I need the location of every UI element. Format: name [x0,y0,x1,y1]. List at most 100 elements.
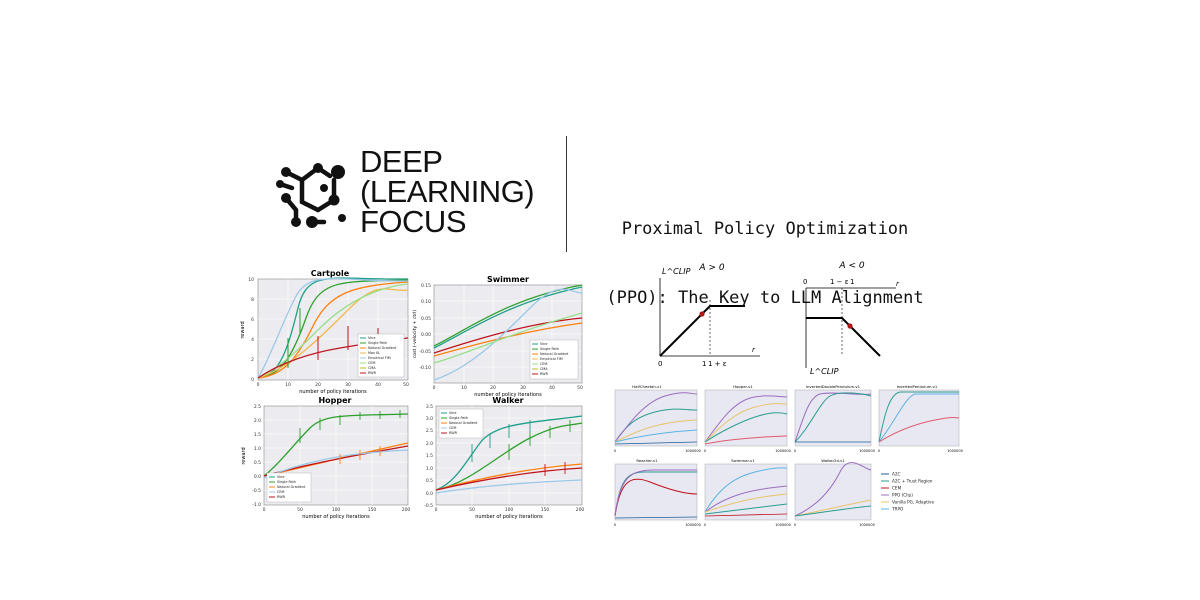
mujoco-panel-title: Reacher-v1 [636,458,658,463]
mujoco-panel-walker2d: Walker2d-v1 0 1000000 [794,458,875,527]
hopper-xtick: 200 [402,507,411,513]
article-title: Proximal Policy Optimization (PPO): The … [585,172,945,333]
walker-ytick: 2.5 [426,428,433,434]
article-title-line-2: (PPO): The Key to LLM Alignment [606,288,924,308]
clip-left-tick: 1 [702,360,706,368]
swimmer-ytick: 0.15 [421,283,431,289]
hopper-ytick: 0.0 [254,474,261,480]
mujoco-legend: A2C A2C + Trust Region CEM PPO (Clip) Va… [881,472,935,512]
walker-ytick: 3.5 [426,404,433,410]
mujoco-xtick: 0 [614,449,616,453]
mujoco-xtick: 0 [704,449,706,453]
clip-left-point [699,311,705,317]
hopper-xtick: 150 [368,507,377,513]
cartpole-ytick: 2 [251,357,254,363]
legend-entry: RWR [277,495,286,499]
swimmer-ytick: 0.00 [421,332,431,338]
swimmer-xlabel: number of policy iterations [474,392,542,398]
swimmer-ytick: -0.10 [419,365,431,371]
legend-entry: PPO (Clip) [892,493,913,498]
hopper-ytick: 1.5 [254,432,261,438]
hopper-plot: Hopper 0 50 100 150 200 2.5 2.0 1.5 1.0 [241,396,410,520]
clip-left-ylabel: L^CLIP [662,267,691,276]
brand-line-1: DEEP [360,144,443,179]
legend-entry: Single Path [540,347,559,351]
walker-xtick: 50 [469,507,475,513]
mujoco-panel-title: InvertedPendulum-v1 [897,384,938,389]
legend-entry: Empirical FIM [368,356,391,360]
cartpole-xtick: 30 [345,382,351,388]
mujoco-panel-invertedpendulum: InvertedPendulum-v1 0 1000000 [878,384,963,453]
brand-wordmark: DEEP (LEARNING) FOCUS [360,144,535,237]
swimmer-xtick: 30 [520,385,526,391]
hopper-ytick: 2.5 [254,404,261,410]
hopper-title: Hopper [318,396,351,405]
legend-entry: Vanilla PG, Adaptive [892,500,935,505]
hopper-ytick: -0.5 [252,488,261,494]
walker-ytick: 0.0 [426,491,433,497]
hopper-legend: Vine Single Path Natural Gradient CEM RW… [266,472,312,503]
walker-xtick: 100 [505,507,514,513]
clip-left-tick: 1 + ε [708,360,727,368]
walker-xlabel: number of policy iterations [475,514,543,520]
legend-entry: RWR [449,431,458,435]
deep-learning-focus-logo-icon [276,163,346,228]
cartpole-xtick: 20 [315,382,321,388]
clip-right-ylabel: L^CLIP [810,367,839,376]
legend-entry: RWR [368,371,377,375]
legend-entry: Natural Gradient [449,421,478,425]
cartpole-ytick: 6 [251,317,254,323]
mujoco-xtick: 1000000 [775,449,791,453]
legend-entry: Vine [540,342,547,346]
clip-right-condition: A < 0 [838,261,864,271]
legend-entry: Natural Gradient [540,352,569,356]
legend-entry: Natural Gradient [277,485,306,489]
cartpole-plot: Cartpole 0 10 20 30 40 50 0 2 4 6 [240,269,409,395]
clip-left-condition: A > 0 [698,263,724,273]
cartpole-xlabel: number of policy iterations [299,389,367,395]
hopper-ytick: 0.5 [254,460,261,466]
cartpole-ytick: 10 [248,277,254,283]
clip-left-xlabel: r [752,346,756,354]
legend-entry: A2C + Trust Region [892,479,933,484]
cartpole-xtick: 40 [375,382,381,388]
hopper-ytick: 2.0 [254,418,261,424]
mujoco-xtick: 0 [704,523,706,527]
legend-entry: CEM [540,362,548,366]
swimmer-title: Swimmer [487,275,529,284]
clip-right-curve [806,317,881,357]
swimmer-xtick: 10 [461,385,467,391]
mujoco-panel-title: InvertedDoublePendulum-v1 [806,384,861,389]
swimmer-ytick: -0.05 [419,349,431,355]
legend-entry: TRPO [891,507,904,512]
legend-entry: Vine [368,336,375,340]
swimmer-ylabel: cost (-velocity + ctrl) [412,310,418,359]
mujoco-panel-swimmer: Swimmer-v1 0 1000000 [704,458,791,527]
header-divider [566,136,567,252]
mujoco-xtick: 0 [794,523,796,527]
mujoco-xtick: 0 [614,523,616,527]
mujoco-panel-title: Swimmer-v1 [731,458,755,463]
mujoco-panel-title: HalfCheetah-v1 [632,384,662,389]
legend-entry: A2C [892,472,901,477]
clip-left-tick: 0 [658,360,662,368]
hopper-xtick: 0 [263,507,266,513]
cartpole-title: Cartpole [311,269,350,278]
walker-xtick: 150 [541,507,550,513]
cartpole-ylabel: reward [240,321,246,338]
clip-right-tick: 1 [850,278,854,286]
mujoco-panel-inverteddoublependulum: InvertedDoublePendulum-v1 0 1000000 [794,384,875,453]
mujoco-xtick: 1000000 [775,523,791,527]
article-title-line-1: Proximal Policy Optimization [621,219,909,239]
walker-ytick: 0.5 [426,478,433,484]
clip-objective-figure: A > 0 L^CLIP 0 1 1 + ε r A < 0 0 1 − ε 1… [658,261,900,376]
hopper-xtick: 50 [297,507,303,513]
mujoco-panel-halfcheetah: HalfCheetah-v1 0 1000000 [614,384,701,453]
cartpole-ytick: 4 [251,337,254,343]
walker-ytick: 1.0 [426,466,433,472]
mujoco-panel-title: Walker2d-v1 [821,458,845,463]
hopper-ytick: -1.0 [252,502,261,508]
legend-entry: Vine [449,411,456,415]
swimmer-xtick: 50 [577,385,583,391]
swimmer-xtick: 20 [490,385,496,391]
